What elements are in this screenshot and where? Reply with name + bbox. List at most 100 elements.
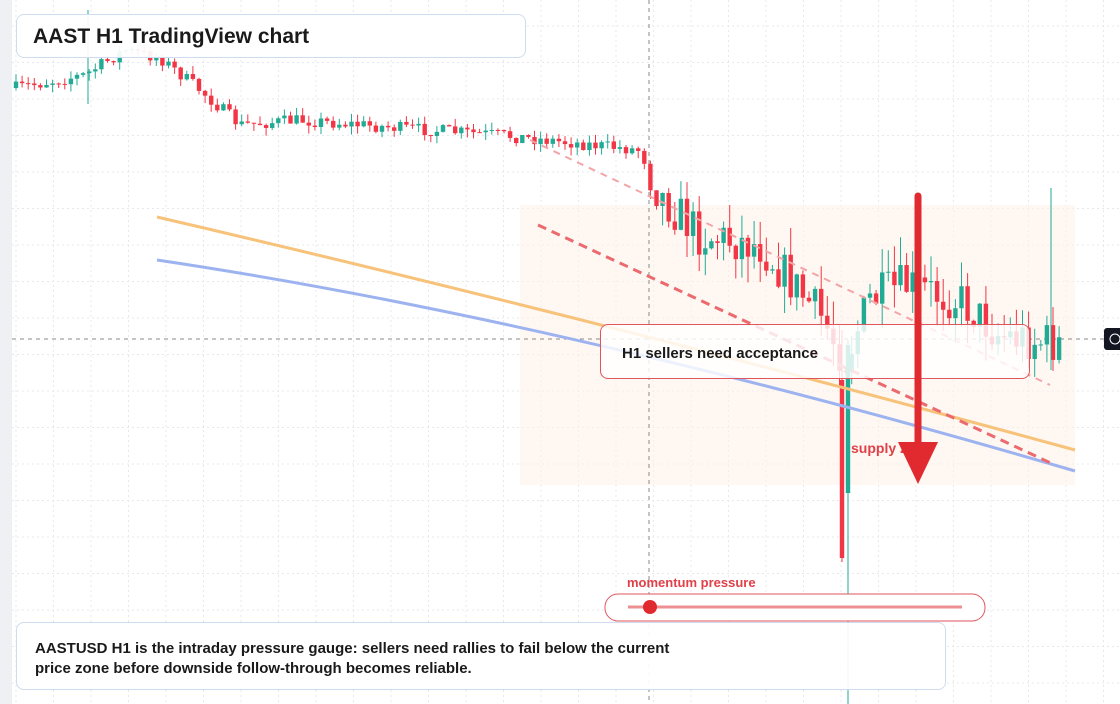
candle-body [178, 67, 183, 80]
candle-body [873, 293, 879, 304]
candle-body [245, 121, 250, 123]
candle-body [666, 192, 671, 222]
candle-body [215, 104, 220, 111]
trend-line [537, 223, 1056, 467]
candle-body [672, 221, 677, 230]
candle-body [709, 241, 714, 249]
candle-body [404, 121, 409, 125]
candle-body [428, 135, 433, 137]
candle-body [434, 131, 440, 137]
candle-body [507, 131, 513, 138]
candle-body [349, 121, 354, 127]
candle-body [263, 125, 269, 128]
candle-body [410, 124, 415, 126]
candle-body [861, 297, 867, 332]
candle-body [941, 301, 946, 310]
zone-label: H1 sellers need acceptance [622, 345, 818, 362]
candle-body [13, 81, 19, 88]
candle-body [916, 272, 921, 278]
candle-body [568, 144, 574, 148]
candle-body [629, 148, 635, 154]
candle-body [690, 211, 696, 236]
candle-body [727, 227, 732, 246]
candle-body [556, 138, 562, 142]
caption-box: AASTUSD H1 is the intraday pressure gaug… [16, 622, 946, 690]
supply-label: supply zone [851, 440, 932, 456]
candle-body [544, 138, 549, 144]
candle-body [1050, 325, 1056, 360]
candle-body [294, 115, 299, 124]
candle-body [867, 293, 873, 298]
candle-body [459, 127, 464, 134]
candle-body [306, 122, 311, 126]
candle-body [331, 120, 336, 128]
candle-body [172, 61, 177, 68]
candle-body [642, 150, 647, 164]
candle-body [489, 129, 494, 131]
candle-body [19, 81, 25, 84]
candle-body [922, 277, 928, 283]
candle-body [26, 83, 31, 85]
candle-body [928, 281, 934, 283]
candle-body [520, 135, 525, 144]
candle-body [959, 286, 964, 309]
candle-body [501, 130, 507, 132]
candle-body [532, 136, 537, 145]
candle-body [312, 125, 318, 128]
candle-body [812, 288, 818, 302]
candle-body [538, 138, 543, 145]
zone-box: H1 sellers need acceptance [600, 324, 1030, 379]
candle-body [934, 281, 940, 302]
candle-body [770, 269, 775, 271]
candle-body [910, 272, 915, 292]
candle-body [587, 142, 592, 151]
candle-body [617, 147, 623, 149]
candle-body [50, 83, 55, 85]
candle-body [514, 137, 519, 144]
candle-body [526, 135, 531, 137]
candle-body [684, 198, 690, 236]
candle-body [56, 83, 61, 85]
candle-body [74, 74, 80, 79]
candle-body [276, 118, 281, 124]
candle-body [105, 59, 110, 62]
candle-body [733, 245, 738, 260]
candle-body [794, 274, 799, 298]
candle-body [166, 61, 171, 66]
candle-body [721, 227, 726, 243]
candle-body [99, 59, 104, 70]
candle-body [80, 73, 86, 75]
candle-body [379, 125, 385, 132]
caption: AASTUSD H1 is the intraday pressure gaug… [35, 640, 670, 677]
trend-line [529, 139, 1051, 386]
candle-body [190, 74, 196, 79]
candle-body [788, 254, 793, 298]
candle-body [422, 123, 427, 136]
candle-body [611, 141, 616, 149]
candle-body [886, 271, 891, 273]
candle-body [282, 115, 287, 119]
candle-body [416, 123, 421, 126]
gauge-label: momentum pressure [627, 575, 756, 590]
candle-body [839, 380, 845, 558]
candle-body [343, 124, 348, 127]
candle-body [38, 85, 43, 88]
candle-body [575, 142, 580, 148]
candle-body [361, 121, 366, 127]
candle-body [446, 125, 452, 127]
candle-body [678, 198, 684, 230]
candle-body [892, 271, 897, 286]
candle-body [270, 123, 275, 128]
candle-body [715, 241, 720, 243]
candle-body [288, 115, 293, 124]
candle-body [1032, 344, 1037, 360]
candle-body [562, 141, 568, 145]
candle-body [196, 78, 202, 91]
candle-body [385, 125, 391, 128]
title-box: AAST H1 TradingView chart [16, 14, 526, 58]
candle-body [764, 261, 769, 271]
candle-body [202, 90, 208, 96]
candle-body [251, 122, 257, 124]
candle-body [87, 71, 92, 74]
candle-body [1056, 337, 1062, 360]
